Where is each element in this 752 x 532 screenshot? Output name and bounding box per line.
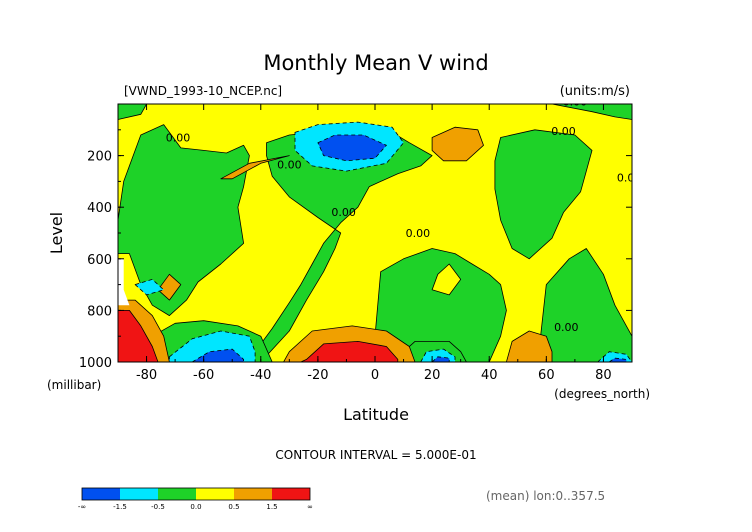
colorbar-swatch-5 — [234, 488, 272, 500]
x-tick-label-4: -20 — [307, 368, 328, 383]
contour-label-2: 0.00 — [166, 131, 191, 144]
colorbar-frame — [81, 487, 311, 501]
y-tick-label-3: 600 — [87, 253, 112, 268]
y-axis: 200 400 600 800 1000 — [79, 129, 632, 371]
contour-region-7 — [374, 248, 507, 362]
y-tick-label-4: 800 — [87, 304, 112, 319]
colorbar-swatch-4 — [196, 488, 234, 500]
contour-labels: 0.00 0.00 0.00 0.00 0.00 0.00 0.00 0.00 — [166, 95, 642, 334]
contour-region-18 — [191, 348, 245, 362]
colorbar-label-3: -0.5 — [151, 503, 165, 511]
contour-region-25 — [608, 357, 627, 362]
x-tick-label-7: 40 — [481, 368, 498, 383]
x-tick-label-3: -40 — [250, 368, 271, 383]
x-tick-label-9: 80 — [595, 368, 612, 383]
contour-label-1: 0.00 — [563, 95, 588, 108]
colorbar-label-7: ∞ — [307, 503, 313, 511]
y-axis-label: Level — [47, 212, 66, 254]
colorbar-swatch-6 — [272, 488, 310, 500]
mean-label: (mean) lon:0..357.5 — [486, 489, 605, 503]
contour-region-15 — [157, 273, 182, 301]
y-units-label: (millibar) — [47, 378, 101, 392]
contour-label-5: 0.00 — [617, 171, 642, 184]
contour-interval-label: CONTOUR INTERVAL = 5.000E-01 — [275, 448, 476, 462]
x-units-label: (degrees_north) — [554, 387, 650, 401]
x-tick-label-5: 0 — [371, 368, 379, 383]
x-tick-label-6: 20 — [424, 368, 441, 383]
chart-title: Monthly Mean V wind — [263, 51, 488, 75]
contour-region-10 — [431, 263, 462, 296]
colorbar-label-5: 0.5 — [228, 503, 239, 511]
contour-region-28 — [118, 258, 130, 306]
colorbar-swatch-2 — [120, 488, 158, 500]
contour-label-3: 0.00 — [551, 125, 576, 138]
contour-label-7: 0.00 — [406, 227, 431, 240]
colorbar-swatch-3 — [158, 488, 196, 500]
x-tick-label-1: -80 — [136, 368, 157, 383]
contour-region-13 — [431, 126, 484, 162]
units-label: (units:m/s) — [560, 84, 630, 99]
contour-region-5 — [551, 104, 632, 120]
contour-region-22 — [431, 356, 450, 362]
contour-region-14 — [220, 155, 290, 180]
x-tick-label-8: 60 — [538, 368, 555, 383]
colorbar-label-4: 0.0 — [190, 503, 201, 511]
contour-region-23 — [505, 330, 553, 362]
contour-label-8: 0.00 — [554, 321, 579, 334]
y-tick-label-5: 1000 — [79, 356, 112, 371]
contour-region-27 — [118, 309, 159, 362]
contour-region-12 — [317, 134, 387, 162]
contour-region-6 — [118, 104, 148, 120]
y-tick-label-1: 200 — [87, 150, 112, 165]
colorbar: -∞ -1.5 -0.5 0.0 0.5 1.5 ∞ — [78, 487, 313, 511]
colorbar-swatch-1 — [82, 488, 120, 500]
x-axis: -80 -60 -40 -20 0 20 40 60 80 — [117, 104, 633, 383]
contour-region-16 — [134, 278, 165, 296]
colorbar-label-6: 1.5 — [266, 503, 277, 511]
x-axis-label: Latitude — [343, 405, 409, 424]
contour-regions — [118, 104, 632, 362]
contour-label-6: 0.00 — [331, 206, 356, 219]
colorbar-label-1: -∞ — [78, 503, 86, 511]
colorbar-label-2: -1.5 — [113, 503, 127, 511]
y-tick-label-2: 400 — [87, 201, 112, 216]
contour-region-20 — [300, 340, 399, 362]
dataset-label: [VWND_1993-10_NCEP.nc] — [124, 84, 282, 98]
contour-region-2 — [243, 129, 433, 362]
contour-region-3 — [494, 129, 593, 260]
contour-label-4: 0.00 — [277, 159, 302, 172]
x-tick-label-2: -60 — [193, 368, 214, 383]
